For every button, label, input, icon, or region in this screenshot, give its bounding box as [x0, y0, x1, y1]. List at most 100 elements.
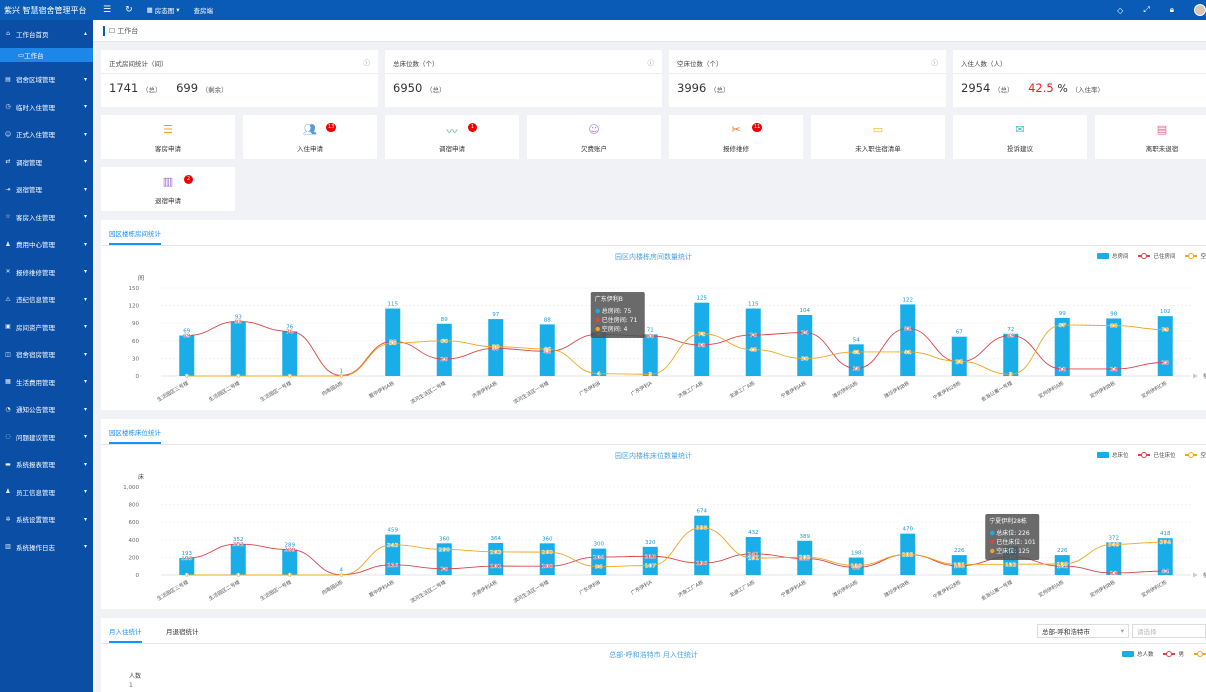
bar-value-label[interactable]: 226 [1057, 548, 1068, 554]
legend-label[interactable]: 男 [1178, 652, 1184, 658]
bar-value-label[interactable]: 300 [594, 542, 605, 548]
series-point[interactable] [854, 563, 858, 568]
point-value-label[interactable]: 93 [234, 319, 242, 325]
point-value-label[interactable]: 70 [749, 333, 757, 339]
point-value-label[interactable]: 53 [698, 343, 706, 349]
point-value-label[interactable]: 0 [236, 573, 240, 579]
tab-monthly-checkout[interactable]: 月退宿统计 [166, 628, 199, 636]
bar-value-label[interactable]: 99 [1059, 311, 1066, 317]
point-value-label[interactable]: 56 [389, 341, 397, 347]
point-value-label[interactable]: 41 [904, 350, 912, 356]
point-value-label[interactable]: 101 [1056, 564, 1069, 570]
point-value-label[interactable]: 72 [698, 332, 706, 338]
bar-value-label[interactable]: 102 [1160, 309, 1171, 315]
point-value-label[interactable]: 23 [1161, 360, 1169, 367]
point-value-label[interactable]: 96 [595, 564, 603, 571]
refresh-icon[interactable]: ↻ [125, 5, 133, 15]
series-point[interactable] [545, 347, 549, 351]
bar-value-label[interactable]: 125 [697, 296, 708, 302]
bar-value-label[interactable]: 98 [1110, 312, 1117, 318]
point-value-label[interactable]: 204 [593, 555, 605, 561]
region-select[interactable]: 总部-呼和浩特市 ▾ [1037, 624, 1129, 638]
series-point[interactable] [597, 371, 601, 376]
quick-card[interactable]: ✂ 报修维修 11 [669, 115, 803, 159]
series-point[interactable] [1060, 323, 1064, 327]
series-point[interactable] [288, 573, 292, 577]
quick-card[interactable]: ☺ 欠费账户 [527, 115, 661, 159]
point-value-label[interactable]: 0 [185, 374, 189, 380]
point-value-label[interactable]: 12 [1058, 367, 1066, 373]
legend-label[interactable]: 已住床位 [1153, 453, 1176, 459]
series-point[interactable] [288, 374, 292, 378]
point-value-label[interactable]: 110 [850, 563, 863, 569]
chart-bar[interactable] [694, 515, 710, 575]
chart-bar[interactable] [1157, 538, 1173, 575]
series-point[interactable] [1163, 360, 1167, 365]
series-point[interactable] [1112, 323, 1116, 328]
sidebar-item[interactable]: ▬ 系统报表管理 ▾ [0, 451, 93, 479]
point-value-label[interactable]: 13 [852, 366, 860, 372]
point-value-label[interactable]: 0 [288, 374, 292, 380]
chart-bar[interactable] [1054, 317, 1070, 376]
legend-label[interactable]: 总床位 [1111, 453, 1129, 459]
quick-card[interactable]: ▥ 退宿申请 2 [101, 167, 235, 211]
chart-bar[interactable] [282, 549, 298, 575]
bar-value-label[interactable]: 226 [954, 548, 965, 554]
series-point[interactable] [751, 347, 755, 352]
point-value-label[interactable]: 79 [1161, 328, 1169, 334]
lock-icon[interactable]: 🔒︎ [1169, 5, 1174, 14]
chart-bar[interactable] [436, 543, 452, 575]
series-point[interactable] [648, 563, 652, 568]
chart-bar[interactable] [1106, 318, 1122, 376]
bar-value-label[interactable]: 97 [492, 312, 499, 318]
point-value-label[interactable]: 191 [747, 556, 760, 562]
check-room-link[interactable]: 查房端 [193, 7, 214, 15]
sidebar-item[interactable]: ▣ 房间资产管理 ▾ [0, 313, 93, 341]
point-value-label[interactable]: 352 [232, 542, 245, 548]
chart-bar[interactable] [1003, 333, 1019, 376]
tab-room-stats[interactable]: 园区楼栋房间统计 [109, 228, 161, 245]
tag-icon[interactable]: ◇ [1117, 5, 1124, 15]
bar-value-label[interactable]: 69 [183, 329, 190, 335]
point-value-label[interactable]: 241 [747, 552, 760, 558]
point-value-label[interactable]: 69 [183, 333, 191, 340]
bar-value-label[interactable]: 88 [544, 317, 551, 323]
chart-bar[interactable] [230, 544, 246, 575]
point-value-label[interactable]: 136 [696, 561, 708, 567]
quick-card[interactable]: ☰ 客房申请 [101, 115, 235, 159]
legend-swatch-total[interactable] [1096, 452, 1109, 458]
series-point[interactable] [1163, 540, 1167, 544]
point-value-label[interactable]: 116 [387, 563, 399, 569]
series-point[interactable] [854, 366, 858, 371]
chart-bar[interactable] [591, 332, 607, 376]
legend-line-male[interactable] [1163, 651, 1176, 656]
sidebar-item[interactable]: ♟ 员工信息管理 ▾ [0, 478, 93, 506]
chart-bar[interactable] [694, 302, 710, 376]
series-point[interactable] [545, 550, 549, 554]
bar-value-label[interactable]: 1 [340, 368, 344, 374]
series-point[interactable] [1163, 327, 1167, 332]
point-value-label[interactable]: 125 [1056, 562, 1069, 568]
sidebar-item[interactable]: ✲ 系统设置管理 ▾ [0, 506, 93, 534]
point-value-label[interactable]: 290 [438, 547, 451, 553]
series-point[interactable] [236, 374, 240, 378]
series-point[interactable] [700, 561, 704, 565]
bar-value-label[interactable]: 364 [491, 536, 502, 542]
point-value-label[interactable]: 0 [339, 374, 343, 380]
sidebar-item[interactable]: ♟ 费用中心管理 ▾ [0, 231, 93, 259]
series-point[interactable] [185, 333, 189, 338]
series-point[interactable] [700, 343, 704, 347]
series-point[interactable] [1112, 542, 1116, 546]
sidebar-item[interactable]: ☆ 客房入住管理 ▾ [0, 203, 93, 231]
legend-label[interactable]: 总人数 [1136, 652, 1154, 658]
bar-value-label[interactable]: 54 [853, 337, 860, 343]
series-point[interactable] [1112, 571, 1116, 575]
series-point[interactable] [957, 562, 961, 567]
series-point[interactable] [288, 547, 292, 552]
sidebar-item[interactable]: ◌ 问题建议管理 ▾ [0, 423, 93, 451]
bar-value-label[interactable]: 93 [235, 314, 242, 320]
legend-line-vacant[interactable] [1185, 253, 1198, 258]
point-value-label[interactable]: 0 [236, 374, 240, 380]
quick-card[interactable]: 👥︎ 入住申请 13 [243, 115, 377, 159]
series-point[interactable] [648, 554, 652, 558]
